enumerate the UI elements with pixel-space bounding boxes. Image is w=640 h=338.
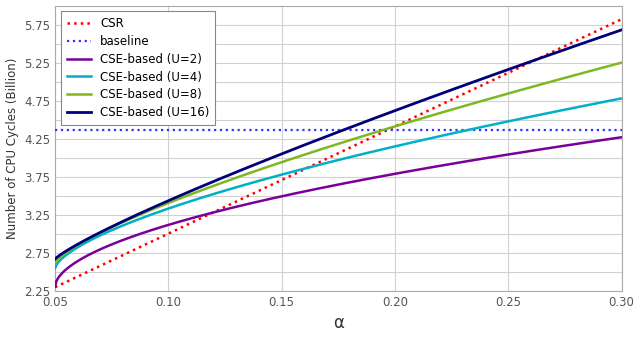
baseline [618, 128, 625, 132]
CSE-based (U=16) [51, 257, 59, 261]
CSE-based (U=4) [460, 129, 468, 133]
Line: CSR: CSR [55, 19, 621, 287]
CSE-based (U=2) [618, 135, 625, 139]
baseline [51, 128, 59, 132]
CSE-based (U=8) [463, 103, 470, 107]
baseline [408, 128, 415, 132]
CSE-based (U=2) [460, 160, 468, 164]
baseline [236, 128, 243, 132]
Line: CSE-based (U=16): CSE-based (U=16) [55, 30, 621, 259]
X-axis label: α: α [333, 314, 344, 333]
CSR [408, 117, 415, 121]
CSR [618, 17, 625, 21]
CSE-based (U=16) [460, 83, 468, 88]
CSE-based (U=2) [463, 159, 470, 163]
CSE-based (U=16) [618, 28, 625, 32]
CSR [120, 253, 127, 257]
CSR [236, 198, 243, 202]
Line: CSE-based (U=2): CSE-based (U=2) [55, 137, 621, 287]
CSE-based (U=2) [120, 238, 127, 242]
Legend: CSR, baseline, CSE-based (U=2), CSE-based (U=4), CSE-based (U=8), CSE-based (U=1: CSR, baseline, CSE-based (U=2), CSE-base… [61, 11, 215, 125]
baseline [463, 128, 470, 132]
CSE-based (U=8) [618, 61, 625, 65]
CSE-based (U=2) [51, 285, 59, 289]
Line: CSE-based (U=8): CSE-based (U=8) [55, 63, 621, 263]
CSE-based (U=16) [236, 169, 243, 173]
CSE-based (U=8) [460, 104, 468, 108]
CSR [51, 285, 59, 289]
CSE-based (U=2) [408, 169, 415, 173]
CSE-based (U=4) [276, 173, 284, 177]
CSE-based (U=8) [236, 174, 243, 178]
CSE-based (U=4) [120, 223, 127, 227]
CSE-based (U=8) [276, 161, 284, 165]
baseline [276, 128, 284, 132]
CSE-based (U=2) [236, 204, 243, 208]
CSE-based (U=16) [276, 153, 284, 157]
CSE-based (U=8) [408, 119, 415, 123]
Line: CSE-based (U=4): CSE-based (U=4) [55, 98, 621, 268]
CSE-based (U=4) [51, 266, 59, 270]
CSE-based (U=2) [276, 195, 284, 199]
CSE-based (U=16) [120, 219, 127, 223]
CSE-based (U=4) [408, 141, 415, 145]
baseline [120, 128, 127, 132]
Y-axis label: Number of CPU Cycles (Billion): Number of CPU Cycles (Billion) [6, 57, 19, 239]
CSE-based (U=4) [463, 128, 470, 132]
CSR [276, 179, 284, 183]
baseline [460, 128, 468, 132]
CSE-based (U=4) [236, 184, 243, 188]
CSR [460, 92, 468, 96]
CSR [463, 91, 470, 95]
CSE-based (U=16) [463, 82, 470, 87]
CSE-based (U=8) [51, 261, 59, 265]
CSE-based (U=8) [120, 220, 127, 224]
CSE-based (U=4) [618, 96, 625, 100]
CSE-based (U=16) [408, 102, 415, 106]
